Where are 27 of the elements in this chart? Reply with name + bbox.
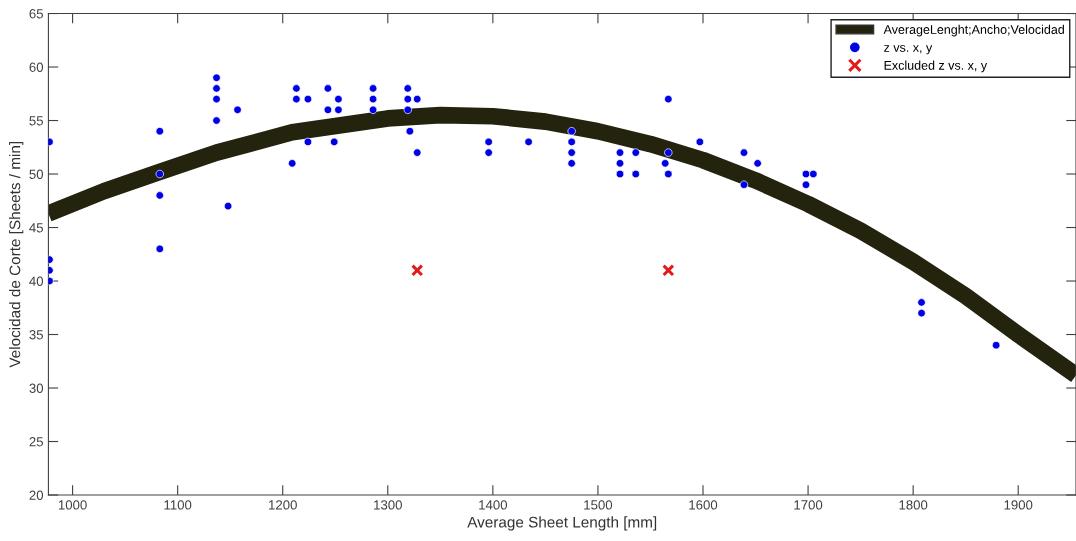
y-axis-title: Velocidad de Corte [Sheets / min] — [9, 141, 24, 368]
y-tick-label: 65 — [29, 9, 44, 19]
x-axis-title: Average Sheet Length [mm] — [467, 516, 657, 531]
y-tick-label: 30 — [29, 383, 44, 393]
x-tick-label: 1200 — [269, 500, 297, 510]
x-tick-label: 1700 — [794, 500, 823, 510]
y-tick-label: 50 — [29, 169, 44, 179]
x-tick-label: 1500 — [584, 500, 613, 510]
point — [411, 264, 424, 277]
legend-label: AverageLenght;Ancho;Velocidad — [883, 24, 1064, 37]
x-tick-label: 1100 — [164, 500, 192, 510]
x-tick-label: 1900 — [1004, 500, 1033, 510]
legend-label: Excluded z vs. x, y — [884, 60, 988, 73]
x-tick-label: 1600 — [689, 500, 718, 510]
x-tick-label: 1800 — [899, 500, 928, 510]
x-tick-label: 1400 — [479, 500, 508, 510]
y-tick-label: 40 — [29, 276, 44, 286]
x-tick-label: 1300 — [374, 500, 402, 510]
y-tick-label: 25 — [29, 437, 44, 447]
point — [662, 264, 675, 277]
y-tick-label: 45 — [29, 223, 44, 233]
x-tick-label: 1000 — [58, 500, 87, 510]
y-tick-label: 55 — [29, 116, 44, 126]
legend-label: z vs. x, y — [884, 45, 933, 55]
y-tick-label: 35 — [29, 330, 44, 340]
y-tick-label: 20 — [29, 490, 44, 500]
y-tick-label: 60 — [29, 62, 44, 72]
